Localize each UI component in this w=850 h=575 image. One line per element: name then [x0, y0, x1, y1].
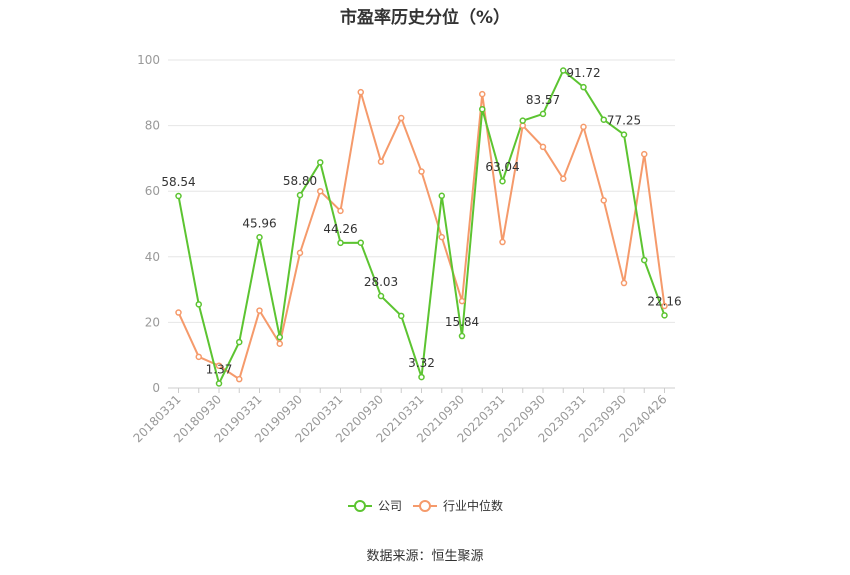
data-point-industry-median — [317, 187, 324, 195]
data-label: 44.26 — [323, 222, 357, 236]
data-point-industry-median — [600, 197, 607, 204]
data-point-company — [256, 234, 263, 241]
data-point-company — [398, 312, 405, 320]
data-point-company — [661, 312, 668, 319]
data-point-company — [337, 239, 344, 247]
data-point-industry-median — [418, 168, 425, 175]
data-point-company — [499, 177, 506, 185]
data-label: 58.54 — [161, 175, 195, 189]
legend-company-label: 公司 — [378, 499, 402, 513]
data-point-industry-median — [256, 307, 263, 314]
data-point-company — [641, 256, 648, 264]
legend-industry-median-marker — [419, 500, 431, 512]
data-point-company — [438, 192, 445, 200]
data-label: 22.16 — [647, 294, 681, 308]
data-point-company — [317, 159, 324, 166]
data-point-company — [458, 332, 466, 340]
data-point-industry-median — [377, 158, 385, 165]
data-point-company — [276, 333, 283, 341]
y-tick-label: 60 — [145, 184, 160, 198]
data-point-industry-median — [357, 88, 364, 96]
data-point-company — [215, 380, 223, 387]
data-point-industry-median — [539, 143, 547, 151]
data-point-industry-median — [296, 249, 304, 257]
data-point-company — [519, 117, 526, 124]
data-point-industry-median — [641, 150, 648, 158]
data-source: 数据来源：恒生聚源 — [366, 549, 484, 564]
y-tick-label: 80 — [145, 119, 160, 133]
data-point-company — [236, 338, 243, 346]
legend-company-marker — [354, 500, 366, 512]
data-point-company — [600, 116, 607, 123]
data-point-company — [175, 192, 182, 200]
legend-industry-median-label: 行业中位数 — [443, 498, 503, 513]
data-point-company — [479, 105, 486, 113]
data-point-industry-median — [276, 340, 283, 347]
data-point-company — [418, 373, 425, 381]
data-point-industry-median — [580, 123, 587, 131]
data-point-industry-median — [620, 279, 628, 287]
data-point-company — [539, 110, 547, 118]
data-label: 83.57 — [526, 93, 560, 107]
chart-title: 市盈率历史分位（%） — [339, 8, 511, 28]
data-label: 58.80 — [283, 174, 317, 188]
data-label: 91.72 — [566, 66, 600, 80]
data-label: 15.84 — [445, 315, 479, 329]
data-point-industry-median — [499, 238, 506, 246]
data-label: 28.03 — [364, 275, 398, 289]
data-point-company — [357, 239, 364, 246]
data-point-company — [620, 131, 628, 138]
y-tick-label: 0 — [152, 381, 160, 395]
data-label: 3.32 — [408, 356, 435, 370]
data-label: 1.37 — [206, 363, 233, 377]
data-point-industry-median — [195, 353, 202, 361]
data-point-industry-median — [560, 175, 567, 182]
data-point-industry-median — [458, 297, 466, 305]
data-label: 45.96 — [242, 216, 276, 230]
data-point-industry-median — [398, 114, 405, 122]
series-line-industry-median — [177, 91, 666, 381]
data-point-company — [377, 292, 385, 300]
data-point-industry-median — [215, 362, 223, 369]
data-point-industry-median — [438, 233, 445, 241]
y-tick-label: 100 — [137, 53, 160, 67]
data-point-industry-median — [479, 90, 486, 98]
y-tick-label: 20 — [145, 315, 160, 329]
data-point-industry-median — [175, 309, 182, 316]
data-point-company — [580, 83, 587, 91]
data-point-company — [296, 191, 304, 199]
data-point-company — [195, 301, 202, 308]
data-point-company — [560, 67, 567, 74]
y-tick-label: 40 — [145, 250, 160, 264]
data-point-industry-median — [236, 375, 243, 383]
data-label: 77.25 — [607, 114, 641, 128]
data-point-industry-median — [661, 302, 668, 310]
data-point-industry-median — [337, 207, 344, 215]
data-label: 63.04 — [485, 160, 519, 174]
